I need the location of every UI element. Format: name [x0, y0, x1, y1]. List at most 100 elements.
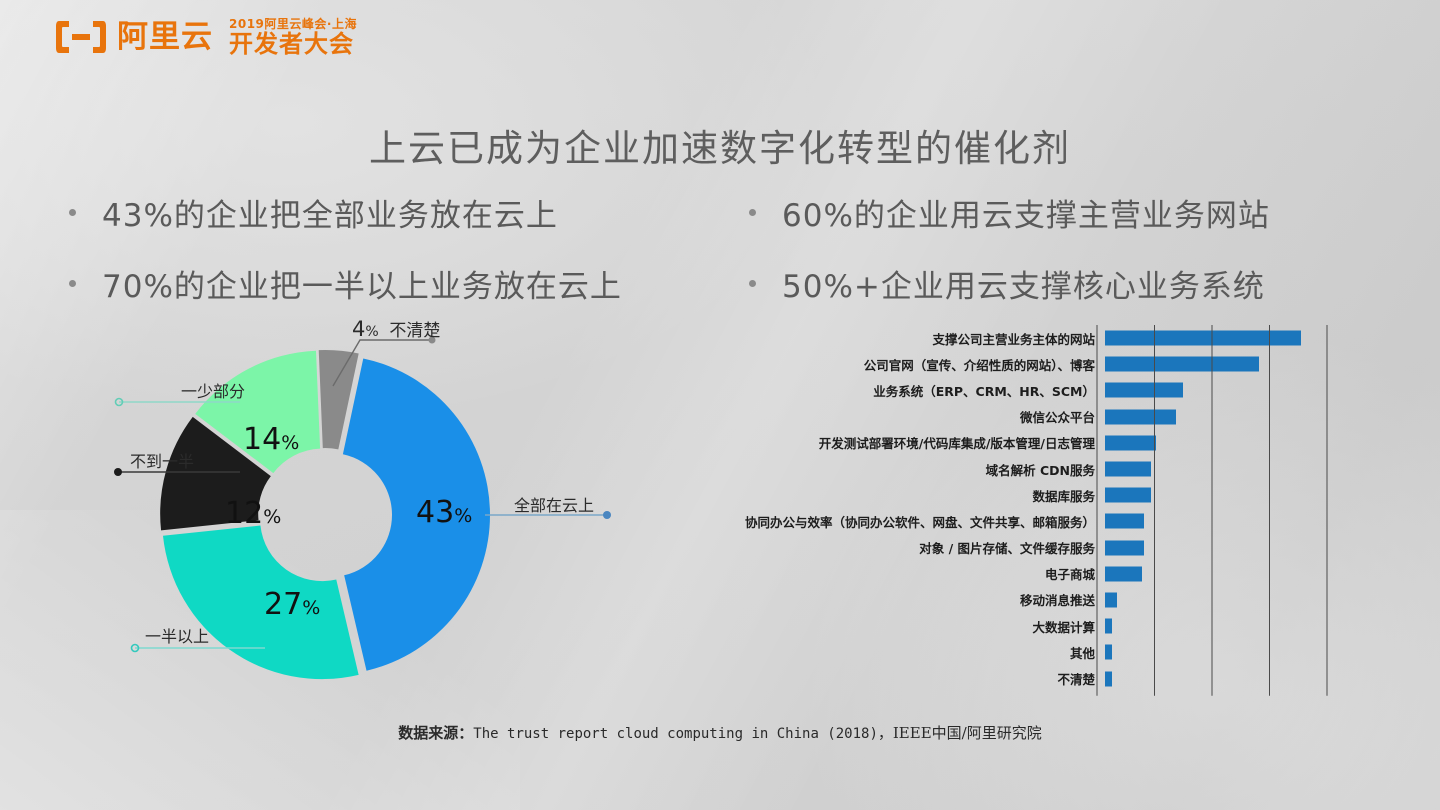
donut-slice-0 [342, 358, 490, 671]
bar-row: 对象 / 图片存储、文件缓存服务 [700, 535, 1340, 561]
page-title: 上云已成为企业加速数字化转型的催化剂 [369, 127, 1071, 170]
bar [1105, 671, 1112, 687]
bar-label: 协同办公与效率（协同办公软件、网盘、文件共享、邮箱服务） [744, 514, 1095, 530]
bar [1105, 566, 1142, 582]
bar-row: 公司官网（宣传、介绍性质的网站）、博客 [700, 351, 1340, 377]
bar-label: 公司官网（宣传、介绍性质的网站）、博客 [863, 357, 1095, 373]
bar-label: 微信公众平台 [1019, 410, 1095, 426]
donut-callout-yishaobufen: 一少部分 [181, 382, 246, 401]
donut-callout-value: 4 [352, 317, 366, 341]
bullet-item: 70%的企业把一半以上业务放在云上 [55, 261, 735, 306]
slice-value: 43 [416, 495, 455, 530]
bar-label: 开发测试部署环境/代码库集成/版本管理/日志管理 [818, 436, 1095, 452]
bar-track [1103, 430, 1340, 456]
donut-callout-label: 不清楚 [389, 321, 441, 341]
logo-event-sub: 2019阿里云峰会·上海 [229, 17, 357, 31]
bar [1105, 592, 1117, 608]
bullet-list: 43%的企业把全部业务放在云上 60%的企业用云支撑主营业务网站 70%的企业把… [55, 190, 1370, 306]
donut-callout-yibanyishang: 一半以上 [145, 627, 210, 646]
bar [1105, 409, 1177, 425]
bar [1105, 356, 1260, 372]
bar-row: 数据库服务 [700, 482, 1340, 508]
bar-label: 电子商城 [1044, 567, 1095, 583]
bar-label: 支撑公司主营业务主体的网站 [932, 331, 1095, 347]
bar [1105, 644, 1112, 660]
donut-slice-value-budaoyiban: 12% [225, 496, 281, 531]
bar-row: 电子商城 [700, 561, 1340, 587]
bar-row: 支撑公司主营业务主体的网站 [700, 325, 1340, 351]
bullet-text: 60%的企业用云支撑主营业务网站 [782, 198, 1270, 234]
bar-label: 大数据计算 [1032, 619, 1095, 635]
donut-slice-3 [195, 350, 321, 474]
bullet-item: 60%的企业用云支撑主营业务网站 [735, 190, 1370, 235]
bar-row: 大数据计算 [700, 613, 1340, 639]
donut-chart: 4% 不清楚 一少部分 不到一半 一半以上 全部在云上 43% 27% 12% … [80, 310, 700, 710]
donut-chart-svg [160, 350, 490, 680]
data-source-footer: 数据来源：The trust report cloud computing in… [0, 722, 1440, 743]
donut-slice-1 [162, 525, 359, 680]
bullet-dot-icon [69, 209, 76, 216]
bar-chart: 支撑公司主营业务主体的网站公司官网（宣传、介绍性质的网站）、博客业务系统（ERP… [700, 325, 1340, 710]
bar-track [1103, 639, 1340, 665]
bar-track [1103, 456, 1340, 482]
bar [1105, 461, 1151, 477]
bar-row: 业务系统（ERP、CRM、HR、SCM） [700, 377, 1340, 403]
footer-source: The trust report cloud computing in Chin… [473, 726, 878, 742]
bar-row: 不清楚 [700, 665, 1340, 691]
donut-slice-value-quanbu: 43% [416, 495, 472, 530]
bar [1105, 330, 1301, 346]
slice-value: 27 [264, 587, 303, 622]
bar-chart-rows: 支撑公司主营业务主体的网站公司官网（宣传、介绍性质的网站）、博客业务系统（ERP… [700, 325, 1340, 692]
bar-label: 业务系统（ERP、CRM、HR、SCM） [873, 383, 1095, 399]
logo-event-main: 开发者大会 [229, 30, 354, 58]
bullet-item: 50%+企业用云支撑核心业务系统 [735, 261, 1370, 306]
bar-label: 不清楚 [1057, 672, 1095, 688]
bar-row: 其他 [700, 639, 1340, 665]
bar [1105, 435, 1156, 451]
bar-track [1103, 377, 1340, 403]
bar-track [1103, 613, 1340, 639]
logo-brand-text: 阿里云 [117, 18, 213, 55]
bar-label: 其他 [1069, 645, 1095, 661]
percent-symbol: % [281, 432, 300, 454]
bar-track [1103, 587, 1340, 613]
aliyun-logo: 阿里云 2019阿里云峰会·上海 开发者大会 [55, 18, 357, 56]
bullet-dot-icon [69, 280, 76, 287]
donut-callout-lines [114, 336, 611, 653]
bullet-dot-icon [749, 280, 756, 287]
bar [1105, 382, 1184, 398]
bullet-dot-icon [749, 209, 756, 216]
bar-row: 开发测试部署环境/代码库集成/版本管理/日志管理 [700, 430, 1340, 456]
donut-callout-buqingchu: 4% 不清楚 [352, 316, 440, 341]
bar-track [1103, 482, 1340, 508]
percent-symbol: % [302, 597, 321, 619]
donut-callout-quanbuzaiyunshang: 全部在云上 [514, 496, 595, 515]
bar-row: 微信公众平台 [700, 404, 1340, 430]
bar-track [1103, 561, 1340, 587]
footer-tail: ，IEEE中国/阿里研究院 [877, 724, 1042, 742]
bar-track [1103, 665, 1340, 691]
donut-slice-value-yishaobufen: 14% [243, 422, 299, 457]
bar [1105, 540, 1145, 556]
percent-symbol: % [263, 506, 282, 528]
bullet-text: 43%的企业把全部业务放在云上 [102, 198, 558, 234]
bar-label: 对象 / 图片存储、文件缓存服务 [919, 541, 1095, 557]
footer-label: 数据来源： [398, 724, 474, 742]
bar [1105, 513, 1145, 529]
bullet-item: 43%的企业把全部业务放在云上 [55, 190, 735, 235]
bar-track [1103, 404, 1340, 430]
slice-value: 12 [225, 496, 264, 531]
bar-track [1103, 325, 1340, 351]
percent-symbol: % [365, 324, 379, 340]
donut-slice-value-yibanyishang: 27% [264, 587, 320, 622]
donut-slice-4 [318, 350, 359, 450]
donut-callout-budaoyiban: 不到一半 [130, 452, 195, 471]
bullet-text: 50%+企业用云支撑核心业务系统 [782, 269, 1265, 305]
bar-track [1103, 351, 1340, 377]
bullet-text: 70%的企业把一半以上业务放在云上 [102, 269, 622, 305]
bar-row: 协同办公与效率（协同办公软件、网盘、文件共享、邮箱服务） [700, 508, 1340, 534]
bar-label: 域名解析 CDN服务 [985, 462, 1095, 478]
bar-track [1103, 508, 1340, 534]
slice-value: 14 [243, 422, 282, 457]
